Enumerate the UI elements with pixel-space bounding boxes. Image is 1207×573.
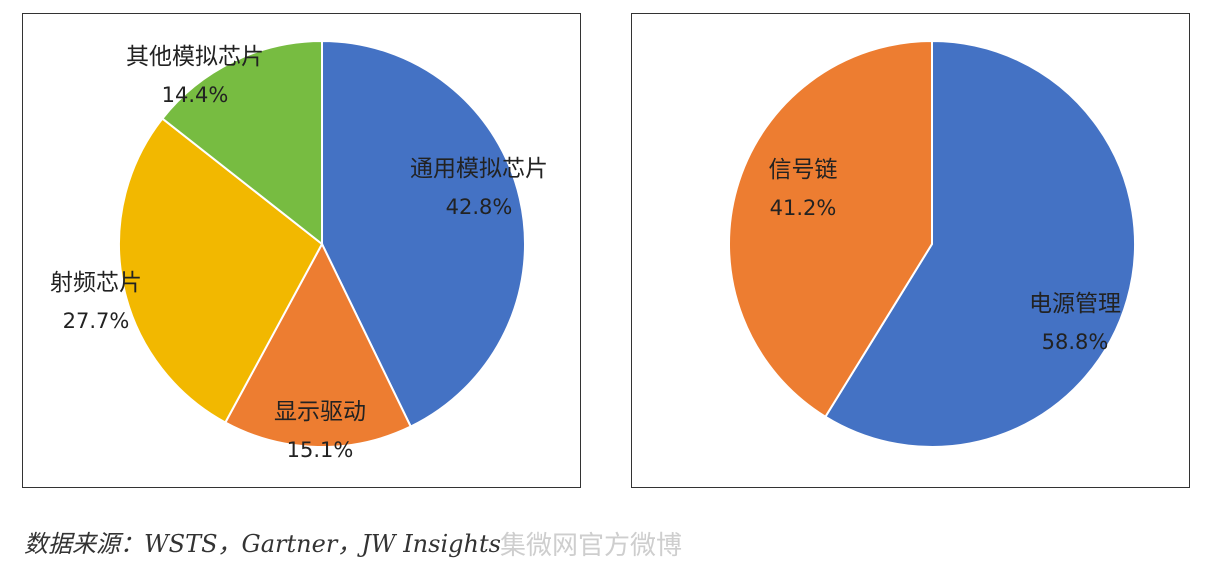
pie-slice xyxy=(118,117,324,424)
slice-value-label: 15.1% xyxy=(287,438,354,462)
pie-slice xyxy=(321,39,526,428)
slice-label: 电源管理 xyxy=(1029,291,1121,317)
data-source-caption: 数据来源：WSTS，Gartner，JW Insights xyxy=(24,530,501,558)
slice-label: 其他模拟芯片 xyxy=(126,44,264,70)
slice-value-label: 27.7% xyxy=(63,309,130,333)
pie-slice xyxy=(160,39,323,247)
chart-panel-right: 电源管理 58.8% 信号链 41.2% xyxy=(631,13,1190,488)
slice-value-label: 41.2% xyxy=(770,196,837,220)
slice-label: 通用模拟芯片 xyxy=(410,156,548,182)
slice-value-label: 42.8% xyxy=(446,195,513,219)
pie-slice xyxy=(223,241,413,448)
slice-label: 射频芯片 xyxy=(50,270,142,296)
chart-panel-left: 通用模拟芯片 42.8% 显示驱动 15.1% 射频芯片 27.7% 其他模拟芯片 14.4% xyxy=(22,13,581,488)
watermark: 集微网官方微博 xyxy=(500,531,683,561)
slice-value-label: 58.8% xyxy=(1042,330,1109,354)
pie-chart-right: 电源管理 58.8% 信号链 41.2% xyxy=(728,39,1136,448)
slice-label: 显示驱动 xyxy=(274,399,366,425)
pie-chart-left: 通用模拟芯片 42.8% 显示驱动 15.1% 射频芯片 27.7% 其他模拟芯片 14.4% xyxy=(50,39,548,462)
slice-value-label: 14.4% xyxy=(162,83,229,107)
pie-slice xyxy=(728,39,933,419)
pie-slice xyxy=(824,39,1136,448)
slice-label: 信号链 xyxy=(769,157,838,183)
